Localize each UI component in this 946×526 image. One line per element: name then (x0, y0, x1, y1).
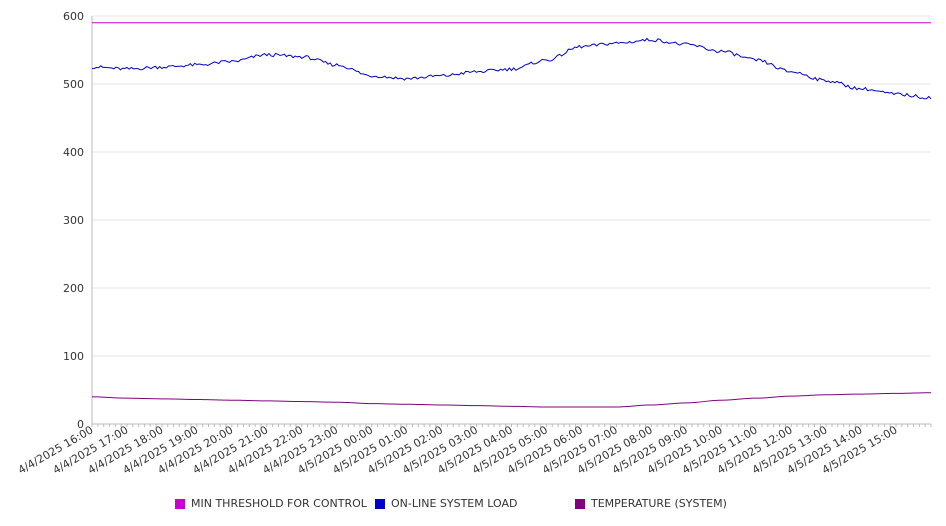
legend-swatch-min-threshold (175, 498, 185, 509)
legend-swatch-online-system-load (375, 498, 385, 509)
legend-label-min-threshold: MIN THRESHOLD FOR CONTROL (191, 497, 367, 510)
y-tick-label: 300 (63, 214, 84, 227)
legend-item-online-system-load[interactable]: ON-LINE SYSTEM LOAD (375, 497, 517, 510)
legend-item-temperature-system[interactable]: TEMPERATURE (SYSTEM) (575, 497, 727, 510)
y-tick-label: 100 (63, 350, 84, 363)
y-tick-label: 400 (63, 146, 84, 159)
legend-label-temperature-system: TEMPERATURE (SYSTEM) (591, 497, 727, 510)
x-axis-ticks: 4/4/2025 16:004/4/2025 17:004/4/2025 18:… (16, 423, 900, 477)
legend-item-min-threshold[interactable]: MIN THRESHOLD FOR CONTROL (175, 497, 367, 510)
series-line-temperature-system (91, 392, 932, 408)
series-line-on-line-system-load (91, 37, 932, 100)
legend-swatch-temperature-system (575, 498, 585, 509)
legend: MIN THRESHOLD FOR CONTROL ON-LINE SYSTEM… (0, 497, 946, 515)
y-tick-label: 500 (63, 78, 84, 91)
axes (91, 16, 932, 427)
y-tick-label: 600 (63, 10, 84, 23)
series-lines (91, 22, 932, 408)
y-tick-label: 200 (63, 282, 84, 295)
gridlines (92, 15, 931, 357)
y-tick-label: 0 (77, 418, 84, 431)
legend-label-online-system-load: ON-LINE SYSTEM LOAD (391, 497, 518, 510)
y-axis-ticks: 0 100 200 300 400 500 600 (63, 10, 84, 431)
